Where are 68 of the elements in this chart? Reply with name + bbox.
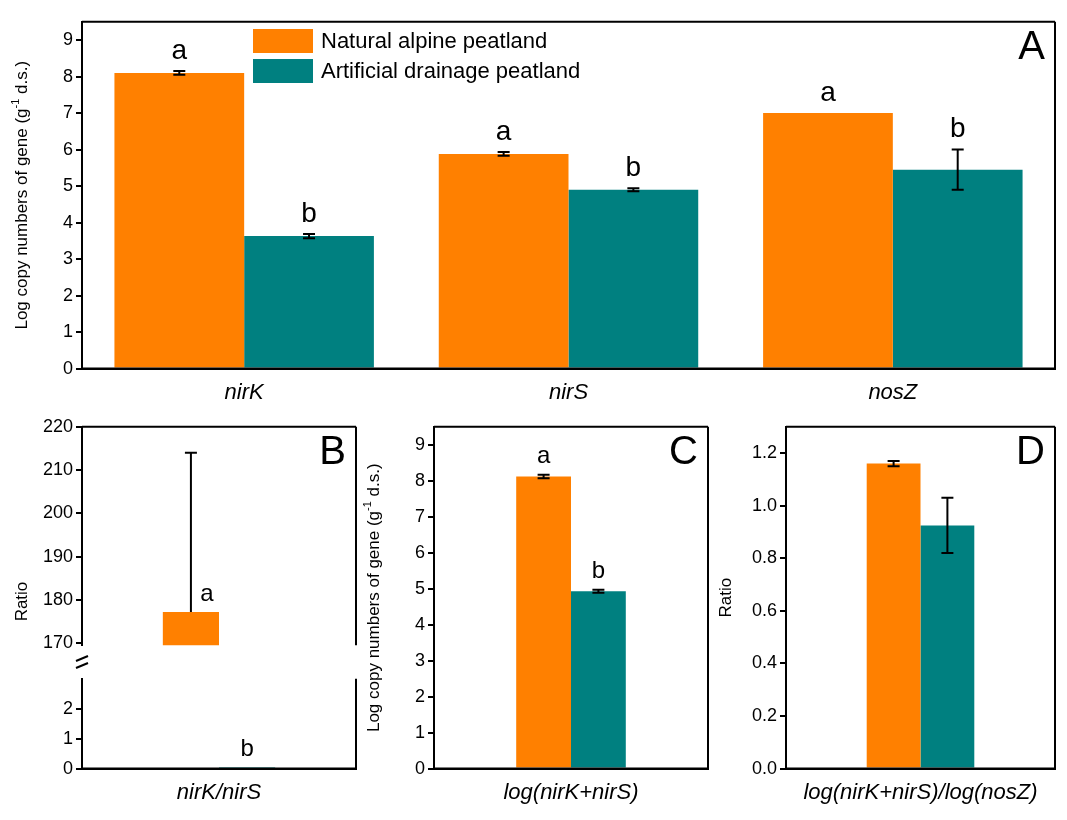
annotation: A — [1018, 22, 1046, 67]
y-tick-label: 2 — [414, 685, 425, 706]
y-tick-label: 5 — [414, 577, 425, 598]
y-tick-label: 0 — [62, 757, 73, 778]
y-tick-label: 3 — [414, 649, 425, 670]
bar — [244, 236, 374, 368]
y-tick-label: 6 — [62, 138, 73, 159]
x-tick-label: log(nirK+nirS) — [503, 778, 639, 804]
x-tick-label: log(nirK+nirS)/log(nosZ) — [803, 778, 1038, 804]
x-tick-label: nirK — [224, 378, 266, 404]
y-tick-label: 7 — [62, 102, 73, 123]
data-label: b — [301, 196, 317, 228]
data-label: a — [536, 441, 551, 469]
y-tick-label: 8 — [62, 65, 73, 86]
y-tick-label: 180 — [42, 588, 73, 609]
legend-label: Natural alpine peatland — [321, 28, 548, 54]
y-tick-label: 0.6 — [751, 599, 777, 620]
y-axis-title: Log copy numbers of gene (g-1 d.s.) — [9, 60, 31, 330]
y-tick-label: 6 — [414, 541, 425, 562]
y-tick-label: 7 — [414, 505, 425, 526]
y-tick-label: 8 — [414, 469, 425, 490]
y-tick-label: 0.0 — [751, 757, 777, 778]
y-tick-label: 1.2 — [751, 442, 777, 463]
x-tick-label: nirS — [548, 378, 589, 404]
y-tick-label: 0 — [414, 757, 425, 778]
y-tick-label: 1 — [62, 727, 73, 748]
y-tick-label: 190 — [42, 545, 73, 566]
annotation: B — [319, 427, 346, 472]
data-label: a — [200, 578, 215, 606]
y-tick-label: 2 — [62, 284, 73, 305]
bar — [892, 169, 1023, 368]
bar — [438, 153, 569, 368]
y-tick-label: 9 — [62, 29, 73, 50]
bar — [763, 113, 893, 368]
y-tick-label: 4 — [62, 211, 73, 232]
y-tick-label: 200 — [42, 502, 73, 523]
x-tick-label: nirK/nirS — [176, 778, 262, 804]
y-tick-label: 4 — [414, 613, 425, 634]
bar — [114, 72, 245, 368]
annotation: C — [669, 427, 698, 472]
x-tick-label: nosZ — [868, 378, 919, 404]
y-axis-title: Ratio — [715, 577, 735, 618]
y-axis-title: Log copy numbers of gene (g-1 d.s.) — [361, 463, 383, 733]
data-label: b — [949, 112, 966, 144]
data-label: a — [820, 75, 837, 107]
bar — [568, 189, 699, 368]
y-tick-label: 3 — [62, 248, 73, 269]
data-label: a — [495, 114, 512, 146]
y-tick-label: 170 — [42, 632, 73, 653]
data-label: b — [591, 556, 606, 584]
y-tick-label: 220 — [42, 415, 73, 436]
y-tick-label: 1 — [62, 321, 73, 342]
y-tick-label: 5 — [62, 175, 73, 196]
data-label: b — [240, 733, 254, 761]
data-label: b — [625, 150, 642, 182]
y-tick-label: 9 — [414, 433, 425, 454]
y-tick-label: 2 — [62, 697, 73, 718]
legend-label: Artificial drainage peatland — [321, 58, 581, 84]
y-axis-title: Ratio — [11, 581, 31, 622]
y-tick-label: 0.2 — [751, 704, 777, 725]
data-label: a — [171, 33, 188, 65]
y-tick-label: 210 — [42, 459, 73, 480]
y-tick-label: 1 — [414, 721, 425, 742]
y-tick-label: 0.8 — [751, 547, 777, 568]
y-tick-label: 0 — [62, 357, 73, 378]
y-tick-label: 1.0 — [751, 494, 777, 515]
y-tick-label: 0.4 — [751, 652, 777, 673]
annotation: D — [1016, 427, 1045, 472]
